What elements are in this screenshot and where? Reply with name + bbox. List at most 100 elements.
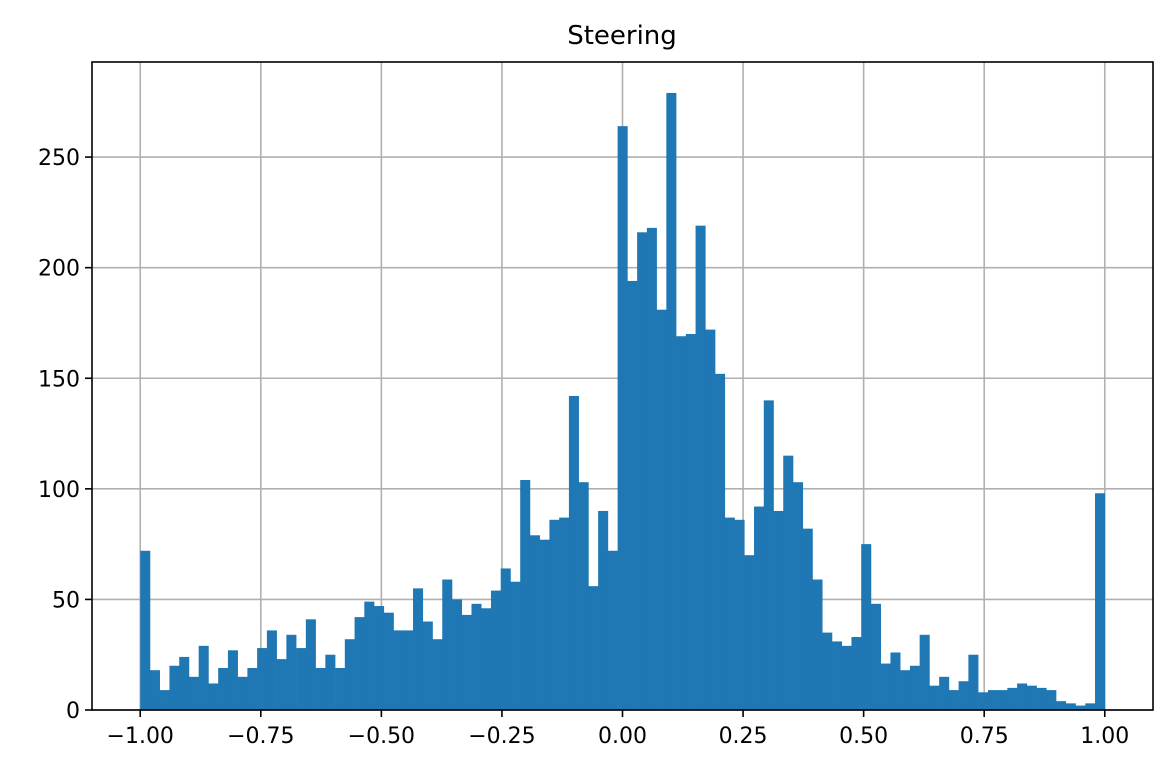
y-tick-label: 250 — [38, 146, 80, 171]
histogram-bar — [383, 612, 394, 710]
histogram-bar — [325, 654, 336, 710]
y-tick-label: 100 — [38, 478, 80, 503]
y-tick-label: 150 — [38, 367, 80, 392]
x-tick-label: 0.50 — [839, 724, 888, 749]
histogram-bar — [451, 599, 463, 710]
histogram-bar — [656, 309, 667, 710]
histogram-bar — [1017, 683, 1028, 710]
histogram-bar — [218, 667, 229, 710]
histogram-bar — [997, 690, 1008, 710]
histogram-bar — [958, 681, 969, 710]
x-tick-label: 0.25 — [719, 724, 768, 749]
y-tick-label: 0 — [66, 699, 80, 724]
histogram-bar — [861, 544, 872, 710]
x-tick-label: −0.50 — [348, 724, 415, 749]
histogram-bar — [432, 639, 443, 710]
histogram-bar — [607, 550, 618, 710]
x-axis-ticks: −1.00 −0.75 −0.50 −0.25 0.00 0.25 0.50 0.75 1.00 — [107, 710, 1129, 749]
histogram-bar — [364, 601, 375, 710]
histogram-bar — [939, 676, 950, 710]
histogram-bar — [179, 656, 190, 710]
histogram-bar — [715, 373, 726, 710]
histogram-bar — [870, 603, 881, 710]
histogram-bar — [500, 568, 511, 710]
histogram-bar — [520, 479, 531, 710]
histogram-bar — [169, 665, 180, 710]
x-tick-label: 0.75 — [960, 724, 1009, 749]
histogram-bar — [948, 690, 959, 710]
histogram-bar — [822, 632, 833, 710]
histogram-bar — [140, 550, 151, 710]
histogram-bar — [1007, 687, 1018, 710]
histogram-bar — [685, 334, 696, 710]
histogram-bar — [403, 630, 414, 710]
histogram-bar — [676, 336, 687, 710]
x-tick-label: −0.75 — [227, 724, 294, 749]
histogram-bar — [159, 690, 170, 710]
histogram-bar — [900, 670, 911, 710]
histogram-bar — [744, 555, 755, 710]
histogram-bar — [208, 683, 219, 710]
histogram-bar — [783, 455, 794, 710]
histogram-bar — [227, 650, 238, 710]
histogram-bar — [296, 648, 307, 710]
histogram-bar — [257, 648, 268, 710]
histogram-bar — [276, 659, 287, 710]
histogram-bar — [968, 654, 979, 710]
histogram-bars — [140, 92, 1106, 711]
histogram-bar — [812, 579, 823, 710]
histogram-bar — [510, 581, 521, 710]
histogram-bar — [880, 663, 891, 710]
x-tick-label: 1.00 — [1080, 724, 1129, 749]
histogram-bar — [237, 676, 248, 710]
histogram-bar — [335, 667, 346, 710]
histogram-bar — [305, 619, 316, 710]
histogram-bar — [315, 667, 326, 710]
histogram-bar — [188, 676, 199, 710]
histogram-bar — [393, 630, 404, 710]
histogram-bar — [286, 634, 297, 710]
histogram-bar — [588, 586, 599, 710]
histogram-bar — [754, 506, 765, 710]
histogram-bar — [851, 637, 862, 710]
histogram-bar — [549, 519, 560, 710]
histogram-bar — [422, 621, 433, 710]
histogram-bar — [442, 579, 453, 710]
histogram-bar — [627, 280, 638, 710]
histogram-bar — [773, 510, 784, 710]
histogram-bar — [1075, 705, 1086, 710]
histogram-bar — [568, 395, 579, 710]
histogram-bar — [344, 639, 355, 710]
x-tick-label: −0.25 — [468, 724, 535, 749]
histogram-bar — [724, 517, 735, 710]
histogram-bar — [646, 227, 657, 710]
histogram-bar — [890, 652, 901, 710]
histogram-bar — [481, 608, 492, 710]
histogram-bar — [374, 606, 385, 710]
chart-title: Steering — [567, 21, 677, 51]
histogram-bar — [841, 645, 852, 710]
histogram-bar — [1056, 701, 1067, 710]
histogram-bar — [793, 482, 804, 710]
histogram-bar — [909, 665, 920, 710]
histogram-bar — [149, 670, 161, 710]
histogram-bar — [831, 641, 843, 710]
x-tick-label: −1.00 — [107, 724, 174, 749]
y-axis-ticks: 0 50 100 150 200 250 — [38, 146, 92, 724]
histogram-bar — [461, 614, 472, 710]
histogram-bar — [929, 685, 940, 710]
histogram-bar — [617, 126, 628, 710]
histogram-bar — [529, 535, 540, 710]
histogram-bar — [1095, 493, 1106, 710]
histogram-bar — [763, 400, 774, 710]
x-tick-label: 0.00 — [598, 724, 647, 749]
histogram-bar — [695, 225, 706, 711]
histogram-bar — [578, 482, 589, 710]
histogram-bar — [198, 645, 209, 710]
histogram-bar — [637, 232, 648, 710]
histogram-bar — [1046, 690, 1057, 710]
histogram-bar — [1085, 703, 1096, 710]
histogram-bar — [413, 588, 424, 710]
histogram-bar — [1065, 703, 1076, 710]
